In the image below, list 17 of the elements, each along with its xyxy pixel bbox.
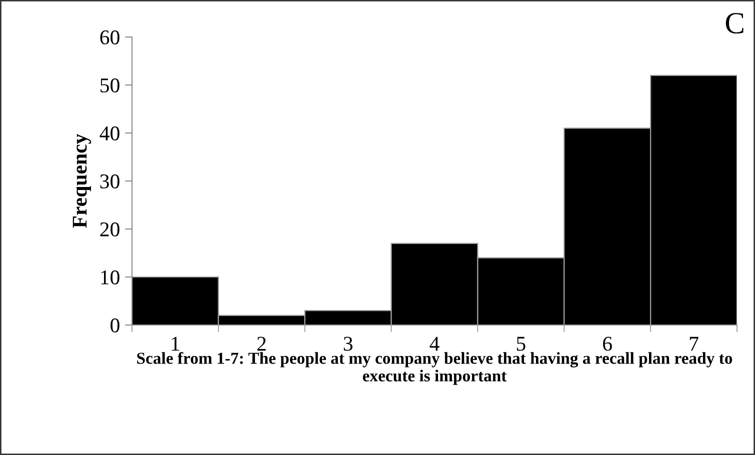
x-tick-label: 6 bbox=[603, 336, 612, 351]
x-tick-label: 4 bbox=[430, 336, 440, 351]
text: C bbox=[726, 12, 744, 34]
x-tick-label: 2 bbox=[257, 336, 266, 351]
y-tick-label: 20 bbox=[100, 222, 120, 236]
y-tick-label: 40 bbox=[100, 126, 120, 140]
y-tick-label: 30 bbox=[100, 174, 120, 188]
y-tick-label: 60 bbox=[100, 30, 120, 44]
x-axis-title: Scale from 1-7: The people at my company believe that having a recall plan ready to execute is important bbox=[137, 352, 732, 385]
y-tick-label: 10 bbox=[101, 270, 120, 284]
x-tick-label: 3 bbox=[344, 336, 352, 351]
x-tick-label: 7 bbox=[690, 336, 698, 351]
x-tick-label: 1 bbox=[172, 336, 180, 351]
y-tick-label: 0 bbox=[110, 318, 120, 332]
x-tick-label: 5 bbox=[516, 336, 526, 351]
y-axis-title: Frequency bbox=[72, 134, 92, 228]
y-tick-label: 50 bbox=[100, 78, 120, 92]
